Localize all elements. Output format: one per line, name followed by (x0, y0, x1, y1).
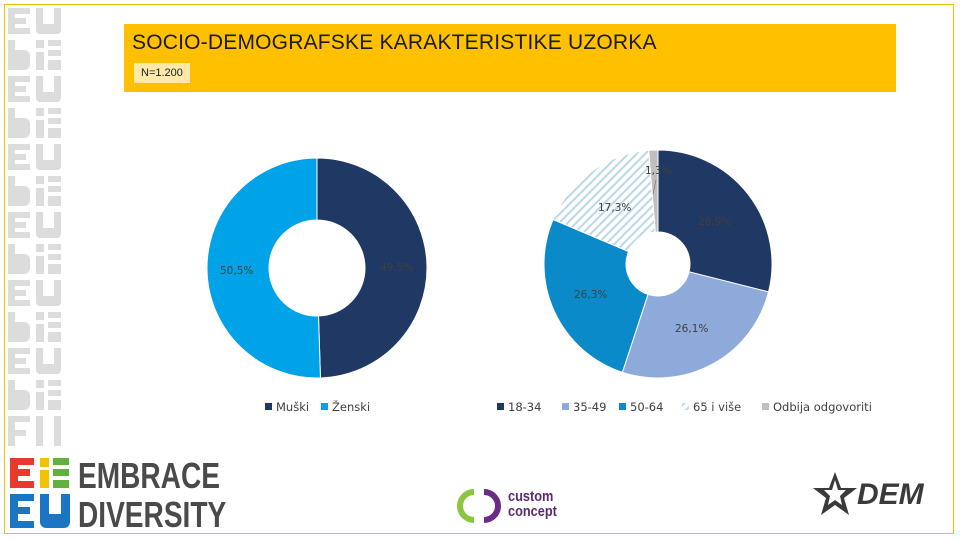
legend-swatch (321, 403, 328, 410)
legend-swatch (619, 403, 626, 410)
legend-swatch (682, 403, 689, 410)
legend-label: 50-64 (630, 400, 663, 414)
data-label: 28,9% (698, 216, 731, 228)
custom-concept-word2: concept (508, 503, 557, 520)
data-label: 1,3% (645, 165, 672, 177)
gender-donut-chart (206, 157, 428, 379)
data-label: 17,3% (598, 202, 631, 214)
donut-slice-50-64 (543, 218, 649, 373)
title-bar: SOCIO-DEMOGRAFSKE KARAKTERISTIKE UZORKA … (124, 24, 896, 92)
data-labels: 49,5% 50,5% 28,9% 26,1% 26,3% 17,3% 1,3% (220, 165, 731, 335)
legend-swatch (497, 403, 504, 410)
legend-swatch (265, 403, 272, 410)
donut-slice-65-i-vi-e (552, 149, 656, 253)
donut-slice--enski (206, 157, 321, 379)
donut-slice-35-49 (621, 271, 770, 379)
page-title: SOCIO-DEMOGRAFSKE KARAKTERISTIKE UZORKA (132, 31, 657, 54)
legends: Muški Ženski 18-34 35-49 50-64 65 i više Odbij… (265, 399, 872, 414)
brand-word-line2: DIVERSITY (78, 494, 227, 535)
legend-label: Odbija odgovoriti (773, 400, 872, 414)
leader-line (652, 179, 657, 195)
data-label: 50,5% (220, 265, 253, 277)
data-label: 49,5% (380, 262, 413, 274)
sample-size-badge: N=1.200 (134, 63, 190, 83)
age-donut-chart (543, 149, 773, 379)
side-letter-band-icon (8, 8, 61, 446)
custom-concept-logo-icon (457, 489, 501, 523)
legend-label: 18-34 (508, 400, 541, 414)
legend-label: 35-49 (573, 400, 606, 414)
legend-label: 65 i više (693, 400, 741, 414)
dem-logo-text: DEM (857, 478, 924, 511)
data-label: 26,3% (574, 289, 607, 301)
legend-swatch (562, 403, 569, 410)
donut-slice-mu-ki (316, 157, 428, 379)
embrace-diversity-logo-icon (10, 458, 70, 528)
brand-word-line1: EMBRACE (78, 455, 220, 496)
donut-slice-18-34 (657, 149, 773, 293)
custom-concept-word1: custom (508, 488, 554, 505)
slide-frame (4, 4, 954, 534)
data-label: 26,1% (675, 323, 708, 335)
legend-label: Muški (276, 400, 309, 414)
legend-swatch (762, 403, 769, 410)
legend-label: Ženski (332, 399, 370, 414)
dem-star-logo-icon (813, 472, 857, 515)
